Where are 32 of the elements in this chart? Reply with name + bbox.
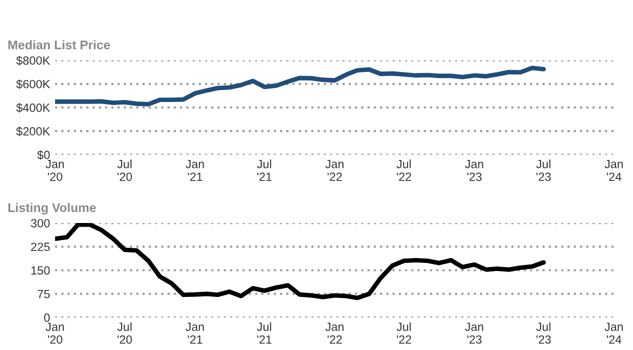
y-tick-label: 150 (31, 266, 50, 275)
y-tick-label: 300 (30, 219, 50, 228)
x-tick-label: Jul '21 (256, 160, 272, 181)
chart-title: Listing Volume (8, 202, 96, 215)
x-tick-label: Jan '24 (604, 160, 623, 181)
y-tick-label: 225 (31, 242, 50, 252)
y-tick-label: 75 (38, 290, 50, 298)
x-tick-label: Jul '22 (396, 322, 412, 344)
x-tick-label: Jan '21 (186, 322, 204, 344)
line-series (55, 223, 546, 300)
x-tick-label: Jan '20 (46, 160, 64, 181)
y-tick-label: $800K (16, 56, 50, 66)
y-tick-label: $400K (16, 103, 50, 113)
x-tick-label: Jul '23 (536, 322, 551, 344)
x-tick-label: Jan '23 (465, 160, 484, 181)
x-tick-label: Jan '23 (465, 322, 484, 344)
y-tick-label: $0 (37, 150, 50, 160)
x-tick-label: Jan '22 (325, 322, 344, 344)
chart-title: Median List Price (8, 40, 110, 50)
x-tick-label: Jul '20 (117, 160, 132, 181)
x-tick-label: Jan '21 (186, 160, 204, 181)
line-series (55, 66, 546, 106)
x-tick-label: Jan '20 (46, 322, 64, 344)
x-tick-label: Jan '24 (604, 322, 623, 344)
y-tick-label: $600K (16, 79, 50, 89)
x-tick-label: Jul '20 (117, 322, 132, 344)
y-tick-label: $200K (16, 126, 50, 136)
x-tick-label: Jul '23 (536, 160, 551, 181)
x-tick-label: Jul '21 (256, 322, 272, 344)
y-tick-label: 0 (44, 313, 50, 322)
x-tick-label: Jul '22 (396, 160, 412, 181)
x-tick-label: Jan '22 (325, 160, 344, 181)
